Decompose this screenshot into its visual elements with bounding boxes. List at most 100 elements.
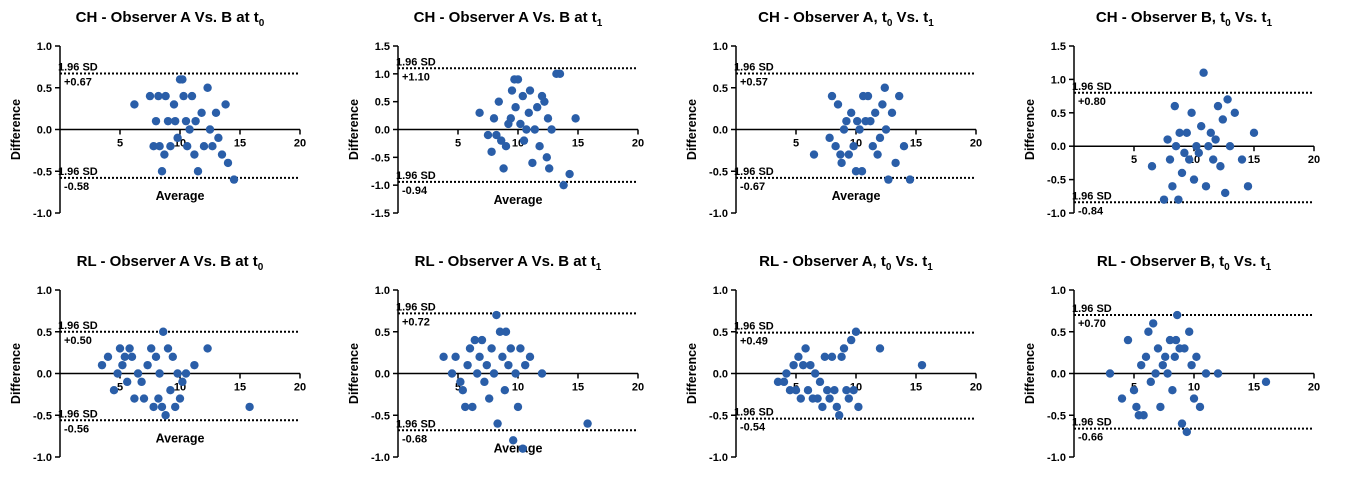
data-point bbox=[847, 108, 856, 118]
data-point bbox=[178, 377, 187, 387]
y-tick-label: 0.0 bbox=[713, 125, 728, 137]
data-point bbox=[480, 377, 489, 387]
data-point bbox=[837, 352, 846, 361]
data-point bbox=[1185, 327, 1194, 336]
data-point bbox=[161, 411, 170, 420]
y-tick-label: -0.5 bbox=[1047, 175, 1066, 187]
y-tick-label: 0.5 bbox=[713, 327, 728, 339]
y-tick-label: -0.5 bbox=[33, 166, 52, 178]
data-point bbox=[178, 75, 187, 84]
y-axis-label: Difference bbox=[347, 343, 361, 404]
data-point bbox=[1123, 335, 1133, 345]
data-point bbox=[489, 114, 499, 123]
data-point bbox=[123, 377, 132, 387]
data-point bbox=[475, 352, 484, 361]
data-point bbox=[842, 386, 851, 395]
data-point bbox=[163, 116, 173, 126]
data-point bbox=[465, 344, 475, 353]
data-point bbox=[214, 133, 223, 143]
data-point bbox=[839, 344, 849, 353]
data-point bbox=[149, 142, 158, 151]
lower-limit-value: -0.56 bbox=[64, 423, 89, 435]
y-tick-label: 1.5 bbox=[1051, 41, 1066, 53]
lower-limit-value: -0.94 bbox=[402, 185, 428, 197]
x-tick-label: 5 bbox=[117, 138, 123, 150]
x-tick-label: 10 bbox=[512, 382, 524, 394]
data-point bbox=[1187, 108, 1196, 118]
x-tick-label: 20 bbox=[1308, 382, 1320, 394]
x-tick-label: 15 bbox=[910, 138, 922, 150]
y-tick-label: -1.0 bbox=[33, 208, 52, 220]
data-point bbox=[470, 335, 479, 345]
scatter-chart: CH - Observer A Vs. B at t0 1.0 0.5 0.0 -0.5… bbox=[9, 9, 306, 220]
data-point bbox=[542, 153, 551, 162]
y-axis-label: Difference bbox=[685, 99, 699, 160]
data-point bbox=[1163, 135, 1172, 144]
y-tick-label: 1.0 bbox=[713, 41, 728, 53]
upper-limit-label: 1.96 SD bbox=[1072, 303, 1112, 315]
data-point bbox=[854, 402, 863, 412]
x-tick-label: 20 bbox=[632, 138, 644, 150]
data-point bbox=[458, 386, 467, 395]
y-tick-label: -1.0 bbox=[709, 208, 728, 220]
data-point bbox=[203, 83, 212, 92]
data-point bbox=[871, 108, 880, 118]
y-tick-label: 0.0 bbox=[1051, 141, 1066, 153]
data-point bbox=[171, 402, 180, 412]
x-tick-label: 20 bbox=[294, 382, 306, 394]
data-point bbox=[125, 344, 134, 353]
data-point bbox=[223, 158, 233, 168]
data-point bbox=[513, 75, 523, 84]
data-point bbox=[1170, 101, 1179, 111]
data-point bbox=[157, 402, 167, 412]
data-point bbox=[168, 352, 177, 361]
data-point bbox=[1189, 394, 1199, 403]
y-axis-label: Difference bbox=[1023, 343, 1037, 404]
data-point bbox=[1175, 128, 1184, 138]
y-tick-label: 1.0 bbox=[713, 285, 728, 297]
y-tick-label: -1.0 bbox=[1047, 208, 1066, 220]
data-point bbox=[1211, 135, 1220, 144]
upper-limit-label: 1.96 SD bbox=[734, 321, 774, 333]
data-point bbox=[1168, 386, 1177, 395]
upper-limit-label: 1.96 SD bbox=[734, 62, 774, 74]
data-point bbox=[1151, 369, 1160, 378]
data-point bbox=[832, 402, 841, 412]
lower-limit-label: 1.96 SD bbox=[396, 170, 436, 182]
data-point bbox=[516, 119, 525, 129]
y-tick-label: 1.0 bbox=[37, 285, 52, 297]
y-tick-label: 0.0 bbox=[713, 369, 728, 381]
data-point bbox=[103, 352, 113, 361]
data-point bbox=[130, 394, 139, 403]
upper-limit-label: 1.96 SD bbox=[58, 62, 98, 74]
data-point bbox=[537, 369, 547, 378]
data-point bbox=[1171, 335, 1181, 345]
data-point bbox=[447, 369, 457, 378]
lower-limit-label: 1.96 SD bbox=[1072, 190, 1112, 202]
x-tick-label: 10 bbox=[1188, 382, 1200, 394]
data-point bbox=[855, 125, 864, 134]
y-tick-label: 0.5 bbox=[1051, 327, 1066, 339]
data-point bbox=[1192, 352, 1201, 361]
data-point bbox=[521, 360, 530, 370]
chart-panel: CH - Observer B, t0 Vs. t1 1.5 1.0 0.5 0.0 -0… bbox=[1014, 0, 1352, 244]
chart-panel: CH - Observer A Vs. B at t0 1.0 0.5 0.0 -0.5… bbox=[0, 0, 338, 244]
data-point bbox=[175, 394, 185, 403]
chart-panel: RL - Observer A, t0 Vs. t1 1.0 0.5 0.0 -0.5-… bbox=[676, 244, 1014, 488]
data-point bbox=[849, 142, 858, 151]
data-point bbox=[847, 335, 856, 345]
data-point bbox=[831, 142, 840, 151]
y-axis-label: Difference bbox=[347, 99, 361, 160]
data-point bbox=[891, 158, 900, 168]
data-point bbox=[109, 386, 119, 395]
data-point bbox=[1182, 427, 1191, 437]
data-point bbox=[785, 386, 795, 395]
y-tick-label: -0.5 bbox=[371, 410, 390, 422]
data-point bbox=[498, 352, 507, 361]
data-point bbox=[839, 125, 849, 134]
data-point bbox=[1173, 310, 1182, 320]
upper-limit-label: 1.96 SD bbox=[396, 301, 436, 313]
data-point bbox=[811, 369, 820, 378]
chart-title: CH - Observer B, t0 Vs. t1 bbox=[1096, 9, 1273, 29]
chart-title: RL - Observer A Vs. B at t1 bbox=[415, 253, 602, 273]
